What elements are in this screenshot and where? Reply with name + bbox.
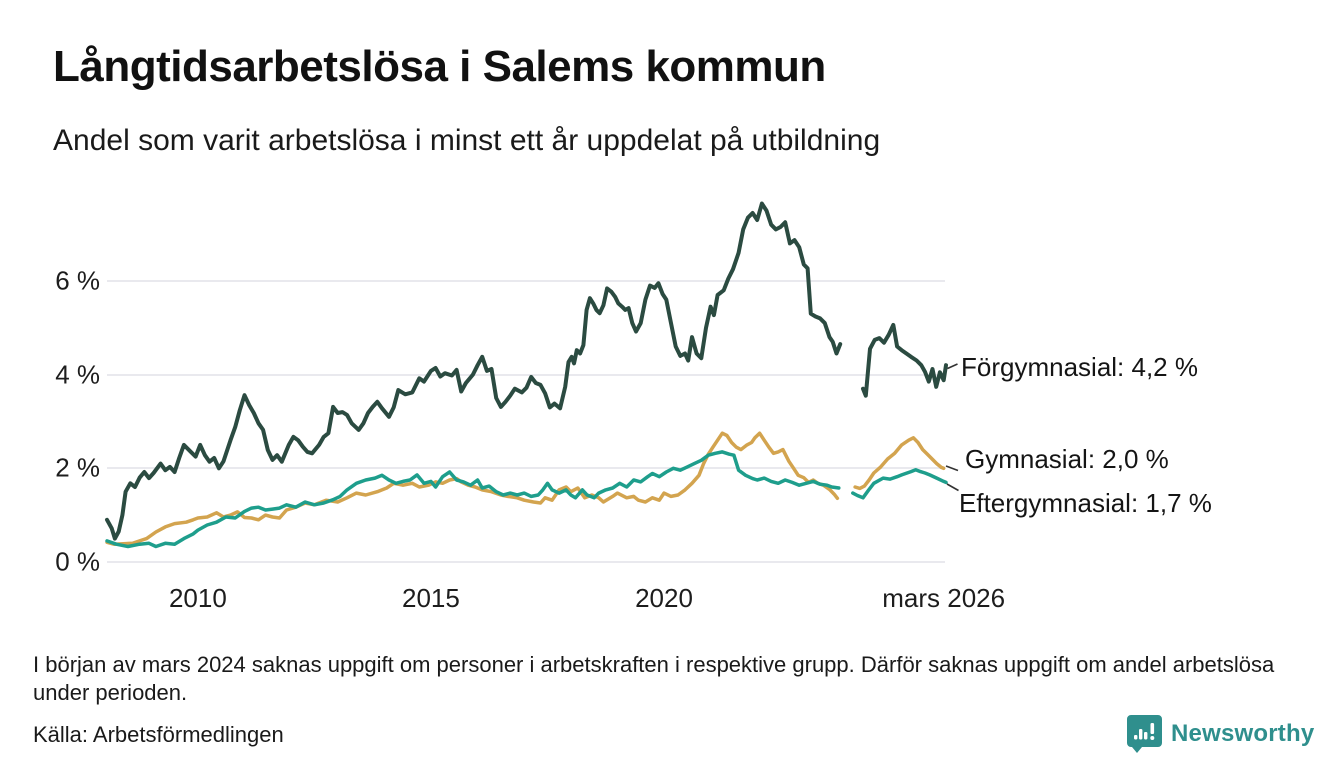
newsworthy-bubble-chart-icon: [1126, 714, 1163, 754]
gridline-0: [107, 561, 945, 563]
gridline-2: [107, 467, 945, 470]
gridline-4: [107, 373, 945, 376]
series-label-gymnasial: Gymnasial: 2,0 %: [965, 444, 1169, 474]
y-axis-tick: 0 %: [55, 546, 100, 577]
page-title: Långtidsarbetslösa i Salems kommun: [53, 42, 826, 91]
y-axis-tick: 6 %: [55, 265, 100, 296]
series-label-eftergymnasial: Eftergymnasial: 1,7 %: [959, 488, 1212, 518]
page-subtitle: Andel som varit arbetslösa i minst ett å…: [53, 124, 881, 157]
y-axis-tick: 2 %: [55, 452, 100, 483]
footnote: I början av mars 2024 saknas uppgift om …: [33, 652, 1275, 705]
x-axis-tick: 2010: [168, 583, 227, 613]
y-axis-tick: 4 %: [55, 359, 100, 390]
newsworthy-logo: Newsworthy: [1126, 714, 1314, 754]
x-axis-tick: 2015: [402, 583, 460, 613]
series-label-forgymnasial: Förgymnasial: 4,2 %: [961, 352, 1198, 382]
source-credit: Källa: Arbetsförmedlingen: [33, 722, 284, 747]
x-axis-tick: 2020: [635, 583, 693, 613]
newsworthy-wordmark: Newsworthy: [1171, 720, 1315, 747]
x-axis-tick: mars 2026: [882, 583, 1006, 613]
gridline-6: [107, 279, 945, 282]
